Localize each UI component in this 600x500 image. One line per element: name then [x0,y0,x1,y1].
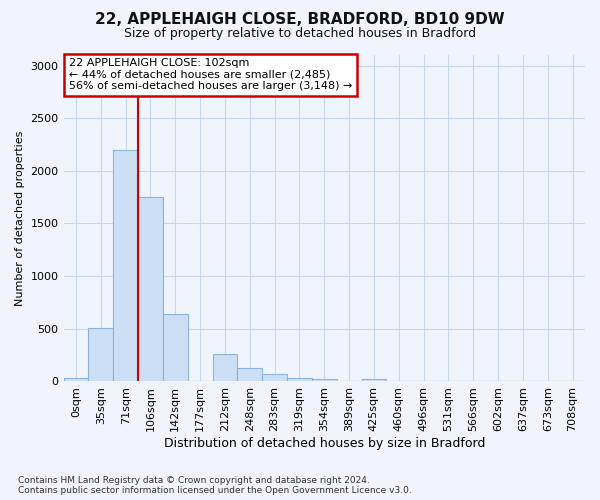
Text: Contains HM Land Registry data © Crown copyright and database right 2024.
Contai: Contains HM Land Registry data © Crown c… [18,476,412,495]
Bar [88,328,113,382]
Bar [64,378,88,382]
Y-axis label: Number of detached properties: Number of detached properties [15,130,25,306]
Bar [113,150,138,382]
Bar [337,381,362,382]
Bar [262,374,287,382]
Text: 22, APPLEHAIGH CLOSE, BRADFORD, BD10 9DW: 22, APPLEHAIGH CLOSE, BRADFORD, BD10 9DW [95,12,505,28]
Bar [163,314,188,382]
Text: Size of property relative to detached houses in Bradford: Size of property relative to detached ho… [124,28,476,40]
Bar [238,368,262,382]
Text: 22 APPLEHAIGH CLOSE: 102sqm
← 44% of detached houses are smaller (2,485)
56% of : 22 APPLEHAIGH CLOSE: 102sqm ← 44% of det… [69,58,352,92]
Bar [212,354,238,382]
Bar [287,378,312,382]
Bar [386,381,411,382]
Bar [362,379,386,382]
Bar [138,197,163,382]
X-axis label: Distribution of detached houses by size in Bradford: Distribution of detached houses by size … [164,437,485,450]
Bar [312,380,337,382]
